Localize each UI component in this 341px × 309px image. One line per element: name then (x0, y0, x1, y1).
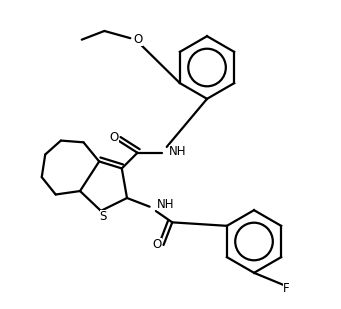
Text: NH: NH (169, 145, 186, 158)
Text: F: F (283, 282, 290, 295)
Text: S: S (100, 210, 107, 222)
Text: O: O (109, 131, 119, 144)
Text: NH: NH (157, 198, 174, 211)
Text: O: O (153, 239, 162, 252)
Text: O: O (134, 33, 143, 46)
